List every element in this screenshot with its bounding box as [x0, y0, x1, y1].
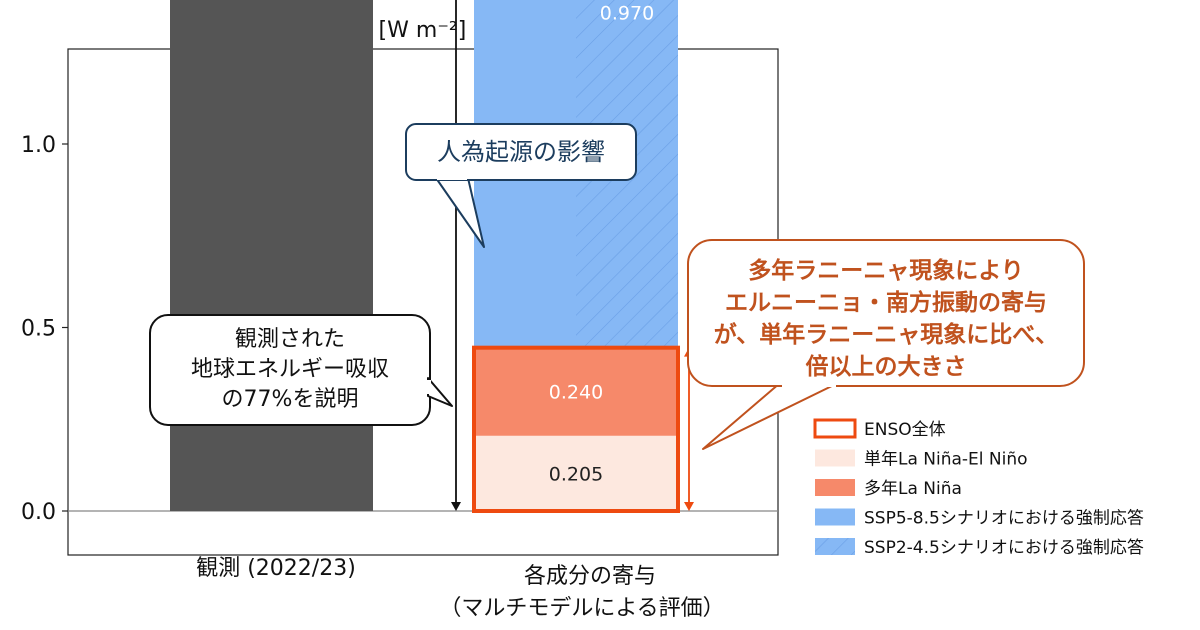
legend-item: 多年La Niña	[815, 479, 962, 499]
callout-anthropogenic-tail	[435, 177, 485, 248]
legend-label: SSP2-4.5シナリオにおける強制応答	[864, 538, 1144, 558]
legend-label: 多年La Niña	[864, 479, 962, 499]
x-tick-label-observed: 観測 (2022/23)	[196, 556, 356, 581]
callout-observed-line: 観測された	[235, 327, 345, 352]
callout-enso-line: エルニーニョ・南方振動の寄与	[725, 289, 1047, 316]
bar-single-la-nina-el-nino	[474, 435, 678, 511]
x-tick-label-attribution: 各成分の寄与	[524, 564, 656, 589]
legend-swatch-hatch	[815, 538, 855, 555]
callout-anthropogenic-box	[405, 123, 637, 181]
bar-multi-la-nina	[474, 347, 678, 436]
callout-anthropogenic-text: 人為起源の影響	[437, 138, 605, 166]
y-tick-label: 0.5	[21, 317, 56, 342]
callout-enso-line: 倍以上の大きさ	[806, 353, 967, 380]
legend-label: SSP5-8.5シナリオにおける強制応答	[864, 509, 1144, 529]
data-label-multi-la-nina: 0.240	[549, 382, 603, 404]
callout-observed-box	[149, 314, 431, 426]
legend-item: ENSO全体	[813, 418, 946, 440]
y-tick-label: 1.0	[21, 133, 56, 158]
legend-item: SSP2-4.5シナリオにおける強制応答	[815, 538, 1144, 558]
y-tick-label: 0.0	[21, 500, 56, 525]
x-tick-sublabel-attribution: （マルチモデルによる評価）	[439, 596, 724, 621]
callout-enso-line: が、単年ラニーニャ現象に比べ、	[714, 321, 1059, 348]
legend-swatch	[815, 479, 855, 496]
legend-swatch	[815, 508, 855, 526]
bar-observed	[170, 0, 373, 511]
callout-observed-line: の77%を説明	[222, 387, 359, 412]
enso-outline	[472, 345, 680, 513]
legend-swatch	[813, 418, 857, 439]
enso-range-arrow-head-bottom	[684, 502, 694, 511]
callout-enso-box	[687, 239, 1085, 387]
callout-enso-line: 多年ラニーニャ現象により	[748, 257, 1024, 284]
legend-swatch	[815, 449, 855, 467]
total-range-arrow-head-bottom	[451, 502, 461, 511]
legend-item: SSP5-8.5シナリオにおける強制応答	[815, 508, 1144, 529]
callout-observed-line: 地球エネルギー吸収	[191, 357, 389, 382]
total-range-arrow	[451, 0, 461, 511]
data-label-ssp245: 0.970	[600, 3, 654, 25]
legend-label: 単年La Niña-El Niño	[864, 450, 1028, 470]
legend-item: 単年La Niña-El Niño	[815, 449, 1028, 470]
legend-label: ENSO全体	[864, 420, 946, 440]
callout-enso-tail	[702, 382, 839, 450]
data-label-single-la-nina: 0.205	[549, 463, 603, 485]
